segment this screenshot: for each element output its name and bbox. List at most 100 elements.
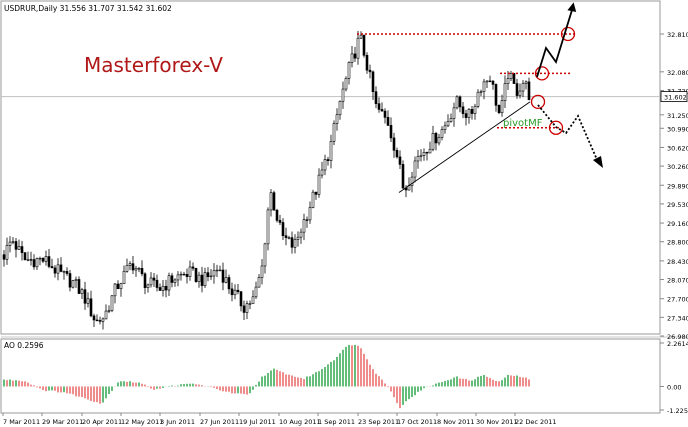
- candle-body: [467, 109, 471, 118]
- candle-body: [416, 156, 420, 162]
- price-candle: [437, 133, 441, 146]
- price-candle: [284, 227, 288, 246]
- price-candle: [53, 265, 57, 278]
- price-candle: [35, 257, 39, 271]
- price-candle: [329, 134, 333, 169]
- price-tick-label: 28.430: [667, 258, 688, 266]
- candle-body: [428, 148, 432, 154]
- price-candle: [149, 272, 153, 288]
- candle-body: [80, 289, 84, 294]
- price-candle: [467, 107, 471, 124]
- price-candle: [26, 251, 30, 262]
- ao-tick-label: 2.2614: [667, 340, 688, 348]
- price-candle: [32, 254, 36, 270]
- price-candle: [356, 30, 360, 65]
- candle-body: [443, 125, 447, 130]
- candle-body: [59, 264, 63, 272]
- price-candle: [278, 214, 282, 226]
- candle-body: [422, 152, 426, 156]
- candle-body: [290, 237, 294, 248]
- price-tick-label: 31.250: [667, 112, 688, 120]
- candle-body: [86, 298, 90, 304]
- candle-body: [104, 310, 108, 320]
- candle-body: [464, 113, 468, 118]
- main-plot-frame: [0, 0, 661, 335]
- candle-body: [338, 100, 342, 116]
- price-candle: [221, 262, 225, 291]
- candle-body: [149, 277, 153, 286]
- candle-body: [305, 219, 309, 221]
- candle-body: [131, 263, 135, 271]
- candle-body: [176, 274, 180, 281]
- date-tick-label: 19 Jul 2011: [239, 418, 276, 426]
- candle-body: [179, 273, 183, 276]
- price-candle: [188, 260, 192, 281]
- price-candle: [485, 80, 489, 89]
- candle-body: [101, 318, 105, 322]
- price-tick-label: 26.980: [667, 333, 688, 341]
- candle-body: [146, 284, 150, 288]
- candle-body: [245, 303, 249, 313]
- price-candle: [383, 108, 387, 124]
- candle-body: [173, 279, 177, 283]
- candle-body: [26, 259, 30, 261]
- candle-body: [521, 83, 525, 92]
- price-candle: [104, 304, 108, 320]
- candle-body: [386, 117, 390, 126]
- price-candle: [5, 237, 9, 265]
- candle-body: [497, 105, 501, 114]
- price-candle: [236, 284, 240, 295]
- price-candle: [314, 191, 318, 200]
- candle-body: [95, 319, 99, 322]
- price-tick-label: 27.700: [667, 296, 688, 304]
- price-candle: [206, 267, 210, 282]
- candle-body: [284, 235, 288, 238]
- candle-body: [527, 81, 531, 101]
- candle-body: [2, 254, 6, 260]
- price-candle: [482, 78, 486, 100]
- price-axis: 32.81032.08031.72031.25030.99030.62030.2…: [660, 31, 688, 341]
- price-candle: [320, 161, 324, 179]
- price-candle: [488, 75, 492, 83]
- candle-body: [32, 259, 36, 268]
- signal-circle: [530, 94, 546, 110]
- price-candle: [122, 265, 126, 285]
- candle-body: [113, 283, 117, 297]
- price-tick-label: 32.080: [667, 69, 688, 77]
- candle-body: [38, 257, 42, 260]
- price-tick-label: 30.260: [667, 163, 688, 171]
- price-candle: [200, 266, 204, 293]
- signal-circle: [560, 26, 576, 42]
- candle-body: [98, 320, 102, 322]
- candle-body: [62, 271, 66, 273]
- candle-body: [476, 91, 480, 107]
- price-candle: [233, 284, 237, 300]
- candle-body: [278, 220, 282, 223]
- price-candle: [443, 121, 447, 134]
- price-candle: [176, 271, 180, 287]
- ao-label: AO 0.2596: [4, 341, 44, 350]
- price-candle: [377, 97, 381, 113]
- price-candle: [419, 149, 423, 162]
- price-candle: [29, 251, 33, 266]
- candle-body: [413, 160, 417, 178]
- candle-body: [473, 106, 477, 114]
- price-candle: [155, 274, 159, 292]
- candle-body: [5, 245, 9, 260]
- price-candle: [62, 270, 66, 280]
- candle-body: [419, 155, 423, 157]
- date-tick-label: 7 Mar 2011: [3, 418, 40, 426]
- price-tick-label: 29.890: [667, 182, 688, 190]
- price-candle: [374, 86, 378, 109]
- bullish-arrow-head-icon: [567, 2, 577, 13]
- price-candle: [269, 189, 273, 217]
- candle-body: [89, 298, 93, 317]
- candle-body: [239, 291, 243, 307]
- price-tick-label: 27.340: [667, 314, 688, 322]
- price-candle: [326, 156, 330, 166]
- candle-body: [287, 237, 291, 239]
- candle-body: [293, 239, 297, 248]
- candle-body: [224, 277, 228, 283]
- price-candle: [47, 248, 51, 269]
